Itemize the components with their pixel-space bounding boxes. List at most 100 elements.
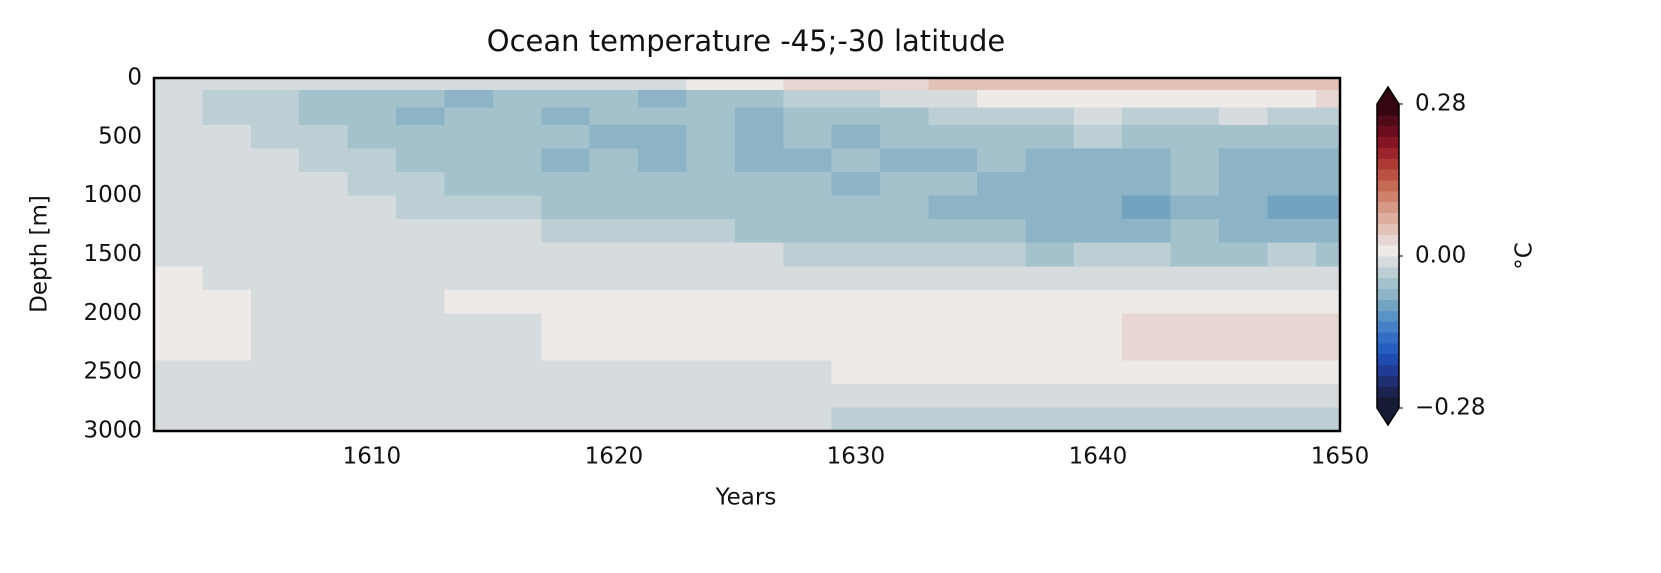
heat-cell [783, 242, 833, 267]
heat-cell [541, 125, 591, 150]
heat-cell [492, 242, 542, 267]
heat-cell [202, 78, 252, 91]
heat-cell [1073, 360, 1123, 385]
heat-cell [202, 125, 252, 150]
heat-cell [154, 89, 203, 108]
heat-cell [1122, 313, 1172, 361]
heat-cell [880, 195, 930, 220]
heat-cell [1218, 383, 1268, 408]
heat-cell [589, 148, 639, 173]
heat-cell [1218, 148, 1268, 173]
heat-cell [492, 195, 542, 220]
heat-cell [250, 407, 300, 432]
heat-cell [589, 107, 639, 126]
heat-cell [1025, 172, 1075, 197]
heat-cell [492, 78, 542, 91]
heat-cell [1267, 78, 1317, 91]
y-tick-label: 0 [127, 65, 142, 91]
heat-cell [1315, 289, 1341, 314]
heat-cell [299, 125, 349, 150]
heat-cell [154, 172, 203, 197]
heat-cell [299, 242, 349, 267]
heat-cell [976, 242, 1026, 267]
heat-cell [347, 172, 397, 197]
heat-cell [492, 313, 542, 361]
colorbar-segment [1377, 212, 1399, 224]
heat-cell [154, 107, 203, 126]
heat-cell [976, 107, 1026, 126]
heat-cell [976, 266, 1026, 291]
heat-cell [299, 219, 349, 244]
heat-cell [1218, 407, 1268, 432]
heat-cell [783, 125, 833, 150]
heat-cell [1315, 383, 1341, 408]
heat-cell [1122, 360, 1172, 385]
colorbar-extend-bottom [1377, 408, 1399, 425]
heat-cell [1315, 219, 1341, 244]
heat-cell [492, 148, 542, 173]
heat-cell [347, 148, 397, 173]
heat-cell [154, 195, 203, 220]
heat-cell [492, 107, 542, 126]
heat-cell [444, 78, 494, 91]
heat-cell [1315, 360, 1341, 385]
x-tick-label: 1620 [585, 444, 644, 470]
heat-cell [589, 219, 639, 244]
heat-cell [734, 148, 784, 173]
heat-cell [1122, 78, 1172, 91]
heat-cell [638, 313, 687, 361]
heat-cell [250, 107, 300, 126]
heat-cell [1218, 107, 1268, 126]
heat-cell [299, 107, 349, 126]
colorbar-segment [1377, 147, 1399, 159]
heat-cell [1170, 289, 1220, 314]
heat-cell [541, 266, 591, 291]
plot-frame [152, 76, 1342, 433]
heat-cell [1315, 148, 1341, 173]
colorbar-segment [1377, 158, 1399, 170]
heat-cell [928, 107, 978, 126]
heat-cell [299, 289, 349, 314]
heat-cell [250, 289, 300, 314]
heat-cell [250, 148, 300, 173]
heat-cell [492, 360, 542, 385]
heat-cell [734, 89, 784, 108]
heat-cell [783, 289, 833, 314]
heat-cell [1122, 407, 1172, 432]
heat-cell [1315, 78, 1341, 91]
heat-cell [638, 148, 687, 173]
heat-cell [783, 195, 833, 220]
heat-cell [589, 407, 639, 432]
heat-cell [347, 125, 397, 150]
heat-cell [541, 148, 591, 173]
heat-cell [541, 407, 591, 432]
heat-cell [444, 360, 494, 385]
heat-cell [976, 89, 1026, 108]
x-axis-label: Years [715, 485, 777, 511]
heat-cell [1218, 125, 1268, 150]
x-tick-label: 1610 [343, 444, 402, 470]
heat-cell [1025, 107, 1075, 126]
heat-cell [686, 219, 736, 244]
heat-cell [541, 242, 591, 267]
heat-cell [1170, 360, 1220, 385]
heat-cell [783, 172, 833, 197]
heat-cell [638, 219, 687, 244]
heat-cell [396, 89, 445, 108]
colorbar-segment [1377, 299, 1399, 311]
heat-cell [396, 407, 445, 432]
heat-cell [638, 266, 687, 291]
heat-cell [976, 125, 1026, 150]
heat-cell [734, 266, 784, 291]
heat-cell [686, 78, 736, 91]
heat-cell [1218, 78, 1268, 91]
heat-cell [783, 360, 833, 385]
heat-cell [638, 172, 687, 197]
heat-cell [1073, 78, 1123, 91]
heat-cell [589, 360, 639, 385]
heat-cell [831, 407, 881, 432]
colorbar-segment [1377, 180, 1399, 192]
heat-cell [444, 289, 494, 314]
heat-cell [1073, 383, 1123, 408]
heat-cell [638, 407, 687, 432]
